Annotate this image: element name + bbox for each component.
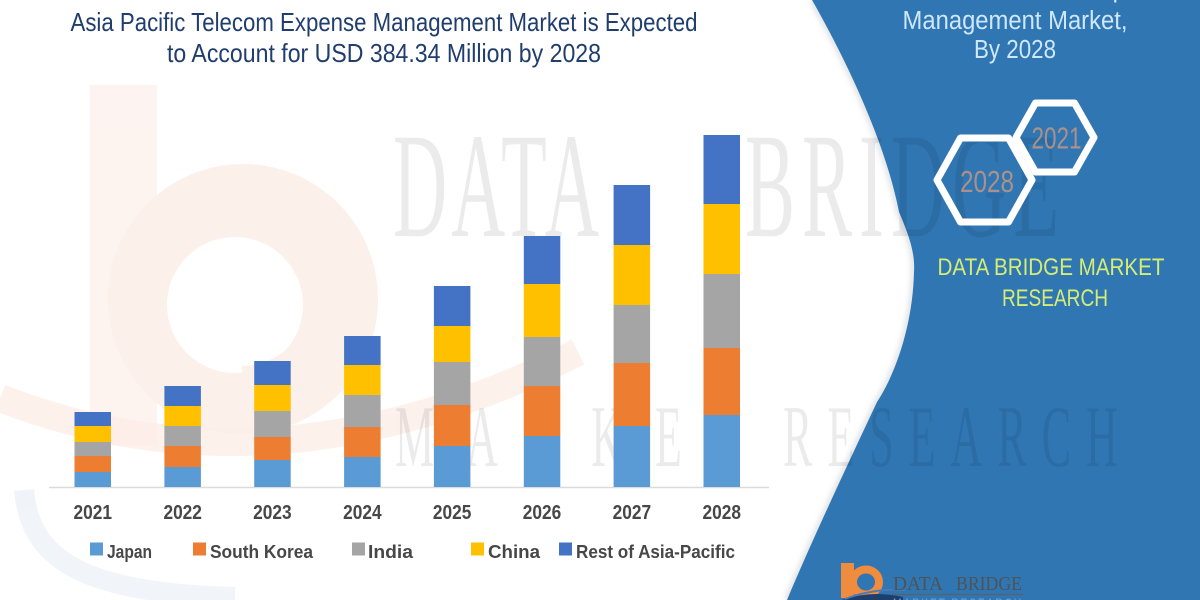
svg-text:2024: 2024 bbox=[343, 502, 382, 524]
svg-text:2022: 2022 bbox=[163, 502, 202, 524]
svg-text:BRIDGE: BRIDGE bbox=[745, 102, 1066, 269]
svg-text:2028: 2028 bbox=[703, 502, 742, 524]
svg-text:2025: 2025 bbox=[433, 502, 472, 524]
svg-text:DATA: DATA bbox=[393, 102, 603, 269]
svg-text:Rest of Asia-Pacific: Rest of Asia-Pacific bbox=[576, 542, 735, 562]
svg-text:MARKET RESEARCH: MARKET RESEARCH bbox=[893, 595, 1023, 600]
svg-text:2028: 2028 bbox=[960, 164, 1014, 199]
svg-text:2021: 2021 bbox=[1032, 121, 1082, 156]
svg-text:2021: 2021 bbox=[74, 502, 113, 524]
svg-text:By 2028: By 2028 bbox=[974, 36, 1056, 64]
svg-text:RESEARCH: RESEARCH bbox=[1002, 285, 1108, 312]
svg-text:DATA: DATA bbox=[893, 573, 944, 595]
svg-text:Asia Pacific Telecom Expense M: Asia Pacific Telecom Expense Management … bbox=[71, 7, 698, 37]
svg-text:2023: 2023 bbox=[253, 502, 292, 524]
svg-text:Management Market,: Management Market, bbox=[903, 7, 1128, 35]
svg-text:RESEARCH: RESEARCH bbox=[783, 389, 1133, 486]
svg-text:Asia Pacific Telecom Expense: Asia Pacific Telecom Expense bbox=[850, 0, 1180, 3]
svg-text:BRIDGE: BRIDGE bbox=[956, 573, 1022, 595]
svg-text:2027: 2027 bbox=[613, 502, 652, 524]
svg-text:China: China bbox=[488, 542, 541, 562]
svg-text:to Account for USD 384.34 Mill: to Account for USD 384.34 Million by 202… bbox=[167, 38, 601, 68]
svg-text:India: India bbox=[368, 542, 414, 562]
svg-text:South Korea: South Korea bbox=[210, 542, 314, 562]
svg-text:2026: 2026 bbox=[523, 502, 562, 524]
svg-text:Japan: Japan bbox=[107, 542, 152, 562]
svg-text:DATA BRIDGE MARKET: DATA BRIDGE MARKET bbox=[938, 254, 1165, 281]
